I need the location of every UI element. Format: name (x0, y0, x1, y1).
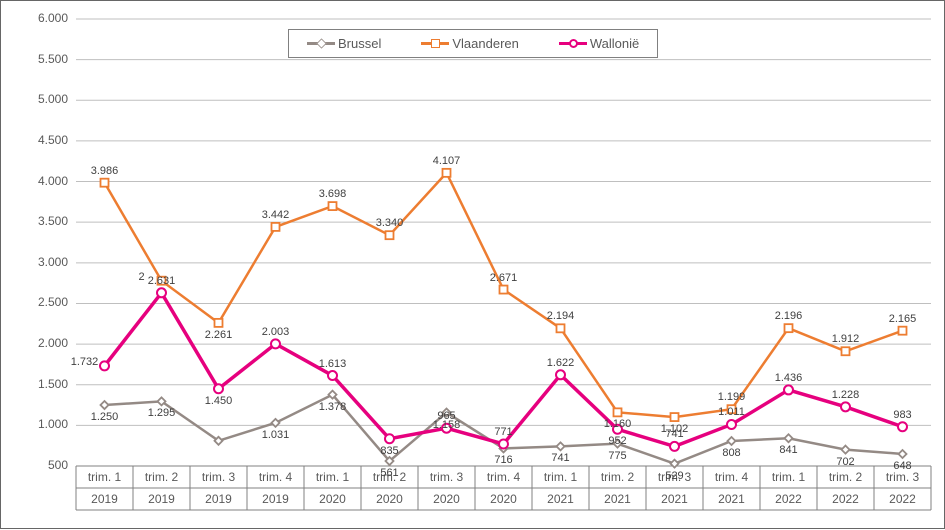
data-label: 1.912 (832, 333, 860, 345)
x-tick-label-line2: 2019 (262, 492, 289, 506)
data-label: 3.340 (376, 217, 404, 229)
data-label: 2.196 (775, 310, 803, 322)
data-label: 1.450 (205, 395, 233, 407)
x-tick-label-line2: 2020 (376, 492, 403, 506)
data-label: 1.613 (319, 358, 347, 370)
data-label: 561 (380, 467, 398, 479)
data-label: 648 (893, 460, 911, 472)
data-label: 2.165 (889, 313, 917, 325)
data-label: 1.228 (832, 389, 860, 401)
x-tick-label-line2: 2020 (490, 492, 517, 506)
data-label: 771 (494, 426, 512, 438)
x-tick-label-line1: trim. 1 (544, 470, 577, 484)
data-label: 1.732 (71, 356, 99, 368)
data-label: 3.698 (319, 188, 347, 200)
data-label: 3.986 (91, 165, 119, 177)
data-label: 1.622 (547, 357, 575, 369)
data-label: 1.160 (604, 418, 632, 430)
data-label: 2 (138, 271, 144, 283)
data-label: 841 (779, 444, 797, 456)
data-label: 529 (665, 470, 683, 482)
x-tick-label-line2: 2019 (91, 492, 118, 506)
y-tick-label: 1.500 (8, 377, 68, 391)
y-tick-label: 4.500 (8, 133, 68, 147)
data-label: 1.250 (91, 411, 119, 423)
data-label: 835 (380, 445, 398, 457)
x-tick-label-line2: 2019 (148, 492, 175, 506)
x-tick-label-line1: trim. 1 (88, 470, 121, 484)
x-tick-label-line2: 2022 (775, 492, 802, 506)
y-tick-label: 5.000 (8, 92, 68, 106)
data-label: 741 (665, 428, 683, 440)
x-tick-label-line1: trim. 3 (202, 470, 235, 484)
x-tick-label-line2: 2021 (661, 492, 688, 506)
chart-container: BrusselVlaanderenWallonië 5001.0001.5002… (0, 0, 945, 529)
x-tick-label-line1: trim. 4 (259, 470, 292, 484)
y-tick-label: 1.000 (8, 417, 68, 431)
data-label: 775 (608, 450, 626, 462)
data-label: 1.011 (718, 406, 745, 418)
x-tick-label-line1: trim. 3 (430, 470, 463, 484)
x-tick-label-line2: 2020 (319, 492, 346, 506)
data-label: 716 (494, 454, 512, 466)
data-label: 983 (893, 409, 911, 421)
data-label: 2.003 (262, 326, 290, 338)
x-tick-label-line1: trim. 2 (601, 470, 634, 484)
data-label: 952 (608, 435, 626, 447)
x-tick-label-line2: 2019 (205, 492, 232, 506)
x-tick-label-line1: trim. 3 (886, 470, 919, 484)
y-tick-label: 500 (8, 458, 68, 472)
data-label: 741 (551, 452, 569, 464)
x-tick-label-line1: trim. 4 (487, 470, 520, 484)
data-label: 2.261 (205, 329, 233, 341)
data-label: 965 (437, 410, 455, 422)
data-label: 808 (722, 447, 740, 459)
data-label: 1.031 (262, 429, 290, 441)
data-label: 2.671 (490, 272, 518, 284)
y-tick-label: 2.500 (8, 295, 68, 309)
x-tick-label-line2: 2022 (832, 492, 859, 506)
x-tick-label-line2: 2021 (547, 492, 574, 506)
plot-area (1, 1, 945, 530)
x-tick-label-line2: 2020 (433, 492, 460, 506)
data-label: 1.295 (148, 407, 176, 419)
x-tick-label-line2: 2021 (718, 492, 745, 506)
data-label: 3.442 (262, 209, 290, 221)
data-label: 2.194 (547, 310, 575, 322)
x-tick-label-line1: trim. 2 (145, 470, 178, 484)
y-tick-label: 3.500 (8, 214, 68, 228)
data-label: 1.378 (319, 401, 347, 413)
data-label: 1.199 (718, 391, 746, 403)
y-tick-label: 3.000 (8, 255, 68, 269)
x-tick-label-line1: trim. 4 (715, 470, 748, 484)
data-label: 2.631 (148, 275, 176, 287)
x-tick-label-line2: 2022 (889, 492, 916, 506)
y-tick-label: 6.000 (8, 11, 68, 25)
x-tick-label-line2: 2021 (604, 492, 631, 506)
y-tick-label: 5.500 (8, 52, 68, 66)
x-tick-label-line1: trim. 1 (772, 470, 805, 484)
y-tick-label: 2.000 (8, 336, 68, 350)
x-tick-label-line1: trim. 2 (829, 470, 862, 484)
y-tick-label: 4.000 (8, 174, 68, 188)
data-label: 1.436 (775, 372, 803, 384)
data-label: 4.107 (433, 155, 461, 167)
data-label: 702 (836, 456, 854, 468)
x-tick-label-line1: trim. 1 (316, 470, 349, 484)
